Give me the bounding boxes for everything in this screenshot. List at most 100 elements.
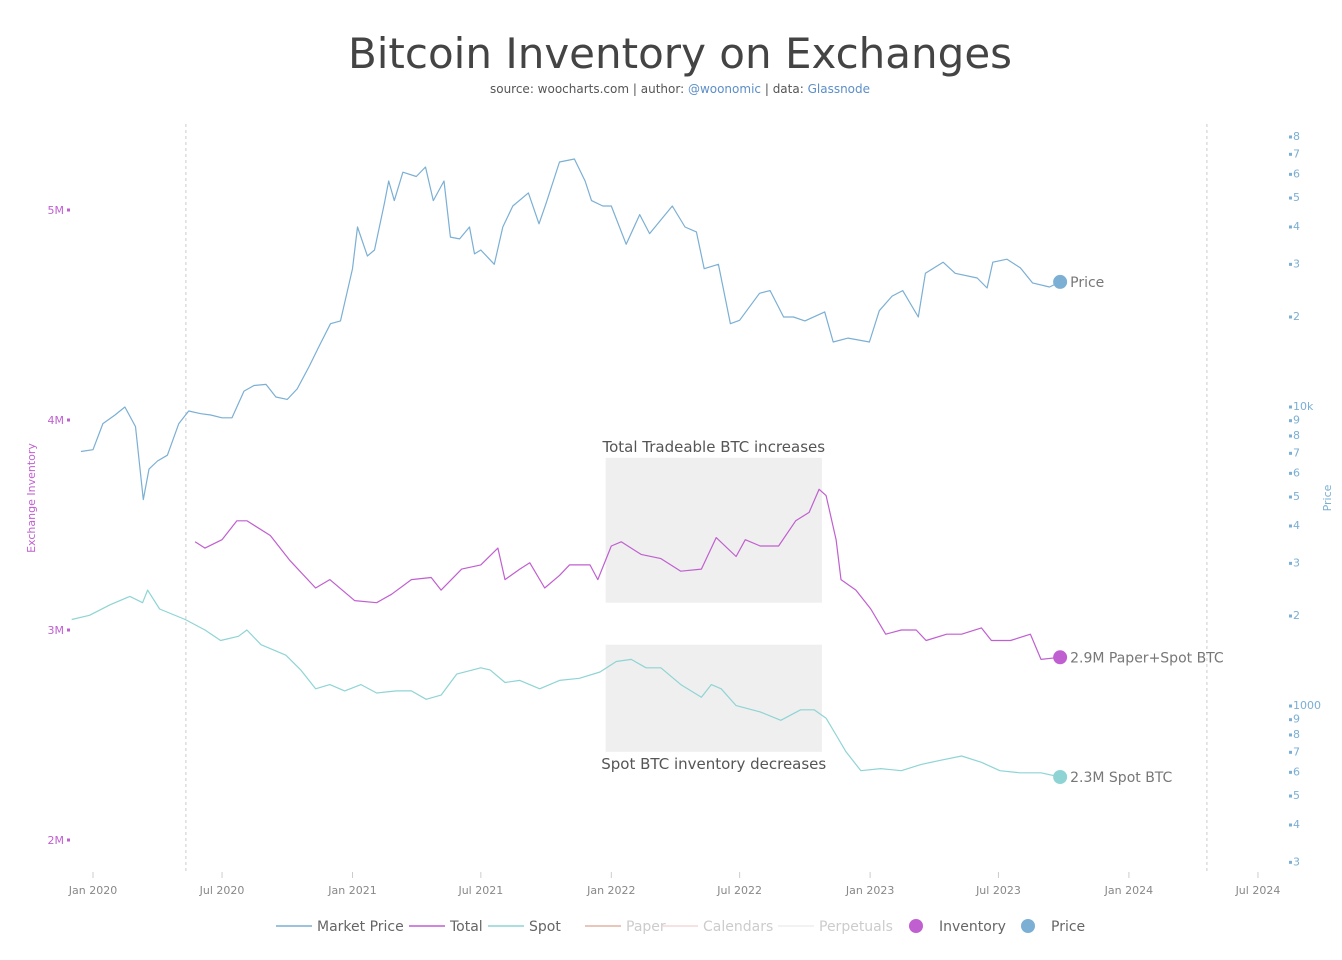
- y-left-tick-label: 5M: [48, 204, 65, 217]
- x-tick-label: Jan 2022: [586, 884, 635, 897]
- x-tick-label: Jul 2023: [975, 884, 1021, 897]
- x-tick-label: Jan 2021: [327, 884, 376, 897]
- y-left-tick-label: 4M: [48, 414, 65, 427]
- y-left-tick-label: 2M: [48, 834, 65, 847]
- annotation-box: [605, 644, 822, 752]
- y-left-tick-label: 3M: [48, 624, 65, 637]
- legend-item-label: Paper: [626, 919, 666, 935]
- legend-item-label: Spot: [529, 919, 561, 935]
- y-right-axis-title: Price: [1321, 484, 1334, 511]
- y-right-tick-mark: [1289, 770, 1292, 774]
- y-right-tick-label: 3: [1293, 556, 1300, 569]
- legend-item-label: Perpetuals: [819, 919, 893, 935]
- y-right-tick-mark: [1289, 262, 1292, 266]
- legend-item-label: Inventory: [939, 919, 1006, 935]
- y-right-tick-mark: [1289, 451, 1292, 455]
- y-right-tick-label: 4: [1293, 519, 1300, 532]
- x-tick-label: Jul 2020: [199, 884, 245, 897]
- y-right-tick-label: 5: [1293, 191, 1300, 204]
- y-left-tick-mark: [67, 628, 70, 632]
- end-marker-dot: [1053, 770, 1068, 784]
- y-right-tick-mark: [1289, 471, 1292, 475]
- y-right-tick-mark: [1289, 718, 1292, 722]
- y-right-tick-label: 4: [1293, 818, 1300, 831]
- y-right-tick-mark: [1289, 196, 1292, 200]
- y-right-tick-mark: [1289, 135, 1292, 139]
- annotation-label: Total Tradeable BTC increases: [601, 438, 825, 456]
- series-line-spot: [71, 589, 1061, 778]
- y-right-tick-mark: [1289, 434, 1292, 438]
- legend-swatch-dot: [1021, 919, 1035, 933]
- y-right-tick-mark: [1289, 152, 1292, 156]
- y-right-tick-label: 10k: [1293, 400, 1314, 413]
- y-right-tick-label: 5: [1293, 490, 1300, 503]
- axes: Jan 2020 Jul 2020 Jan 2021 Jul 2021 Jan 2022…: [48, 130, 1322, 897]
- annotation-boxes: [605, 457, 822, 752]
- x-tick-label: Jan 2023: [845, 884, 894, 897]
- series-line-market-price: [80, 158, 1061, 501]
- y-left-tick-mark: [67, 208, 70, 212]
- y-right-tick-mark: [1289, 495, 1292, 499]
- end-marker-label: 2.9M Paper+Spot BTC: [1070, 650, 1224, 666]
- y-right-tick-label: 9: [1293, 414, 1300, 427]
- y-right-tick-label: 3: [1293, 257, 1300, 270]
- x-tick-label: Jul 2024: [1235, 884, 1281, 897]
- y-right-tick-label: 8: [1293, 728, 1300, 741]
- y-right-tick-label: 3: [1293, 855, 1300, 868]
- end-marker-label: Price: [1070, 275, 1104, 291]
- y-right-tick-mark: [1289, 172, 1292, 176]
- vertical-markers: [185, 124, 1208, 872]
- y-right-tick-label: 5: [1293, 789, 1300, 802]
- legend-swatch-dot: [909, 919, 923, 933]
- y-right-tick-label: 7: [1293, 446, 1300, 459]
- legend-item-label: Price: [1051, 919, 1085, 935]
- y-left-tick-mark: [67, 838, 70, 842]
- y-right-tick-label: 2: [1293, 310, 1300, 323]
- y-right-tick-label: 6: [1293, 167, 1300, 180]
- y-right-tick-mark: [1289, 524, 1292, 528]
- y-right-tick-label: 6: [1293, 765, 1300, 778]
- series-lines: [71, 158, 1061, 778]
- y-right-tick-label: 7: [1293, 745, 1300, 758]
- legend-item-label: Market Price: [317, 919, 404, 935]
- legend-item-label: Calendars: [703, 919, 773, 935]
- subtitle-prefix: source: woocharts.com | author:: [490, 82, 688, 96]
- y-right-tick-label: 8: [1293, 130, 1300, 143]
- chart-subtitle: source: woocharts.com | author: @woonomi…: [490, 82, 870, 96]
- y-right-tick-mark: [1289, 823, 1292, 827]
- y-right-tick-mark: [1289, 750, 1292, 754]
- y-right-tick-label: 9: [1293, 713, 1300, 726]
- y-right-tick-label: 7: [1293, 147, 1300, 160]
- y-left-axis-title: Exchange Inventory: [25, 443, 38, 553]
- data-source-link[interactable]: Glassnode: [808, 82, 870, 96]
- x-tick-label: Jul 2021: [457, 884, 503, 897]
- y-right-tick-mark: [1289, 860, 1292, 864]
- y-right-tick-label: 6: [1293, 466, 1300, 479]
- end-marker-label: 2.3M Spot BTC: [1070, 770, 1172, 786]
- annotation-labels: Total Tradeable BTC increases Spot BTC in…: [601, 438, 826, 773]
- y-right-tick-mark: [1289, 733, 1292, 737]
- end-marker-dot: [1053, 274, 1068, 289]
- y-right-tick-mark: [1289, 315, 1292, 319]
- y-right-tick-label: 8: [1293, 429, 1300, 442]
- x-tick-label: Jan 2024: [1104, 884, 1153, 897]
- x-tick-label: Jan 2020: [68, 884, 117, 897]
- y-right-tick-mark: [1289, 405, 1292, 409]
- annotation-box: [605, 457, 822, 603]
- subtitle-mid: | data:: [761, 82, 808, 96]
- y-right-tick-mark: [1289, 561, 1292, 565]
- series-line-total: [194, 488, 1061, 661]
- y-right-tick-label: 2: [1293, 609, 1300, 622]
- legend: Market Price Total Spot Paper Calendars Perpe…: [276, 919, 1085, 935]
- y-right-tick-mark: [1289, 225, 1292, 229]
- end-marker-dot: [1053, 650, 1068, 665]
- y-right-tick-mark: [1289, 419, 1292, 423]
- author-link[interactable]: @woonomic: [688, 82, 761, 96]
- chart-title: Bitcoin Inventory on Exchanges: [348, 29, 1012, 78]
- y-right-tick-mark: [1289, 614, 1292, 618]
- y-right-tick-mark: [1289, 704, 1292, 708]
- end-markers: Price 2.9M Paper+Spot BTC 2.3M Spot BTC: [1053, 274, 1224, 786]
- legend-item-label: Total: [449, 919, 483, 935]
- annotation-label: Spot BTC inventory decreases: [601, 755, 826, 773]
